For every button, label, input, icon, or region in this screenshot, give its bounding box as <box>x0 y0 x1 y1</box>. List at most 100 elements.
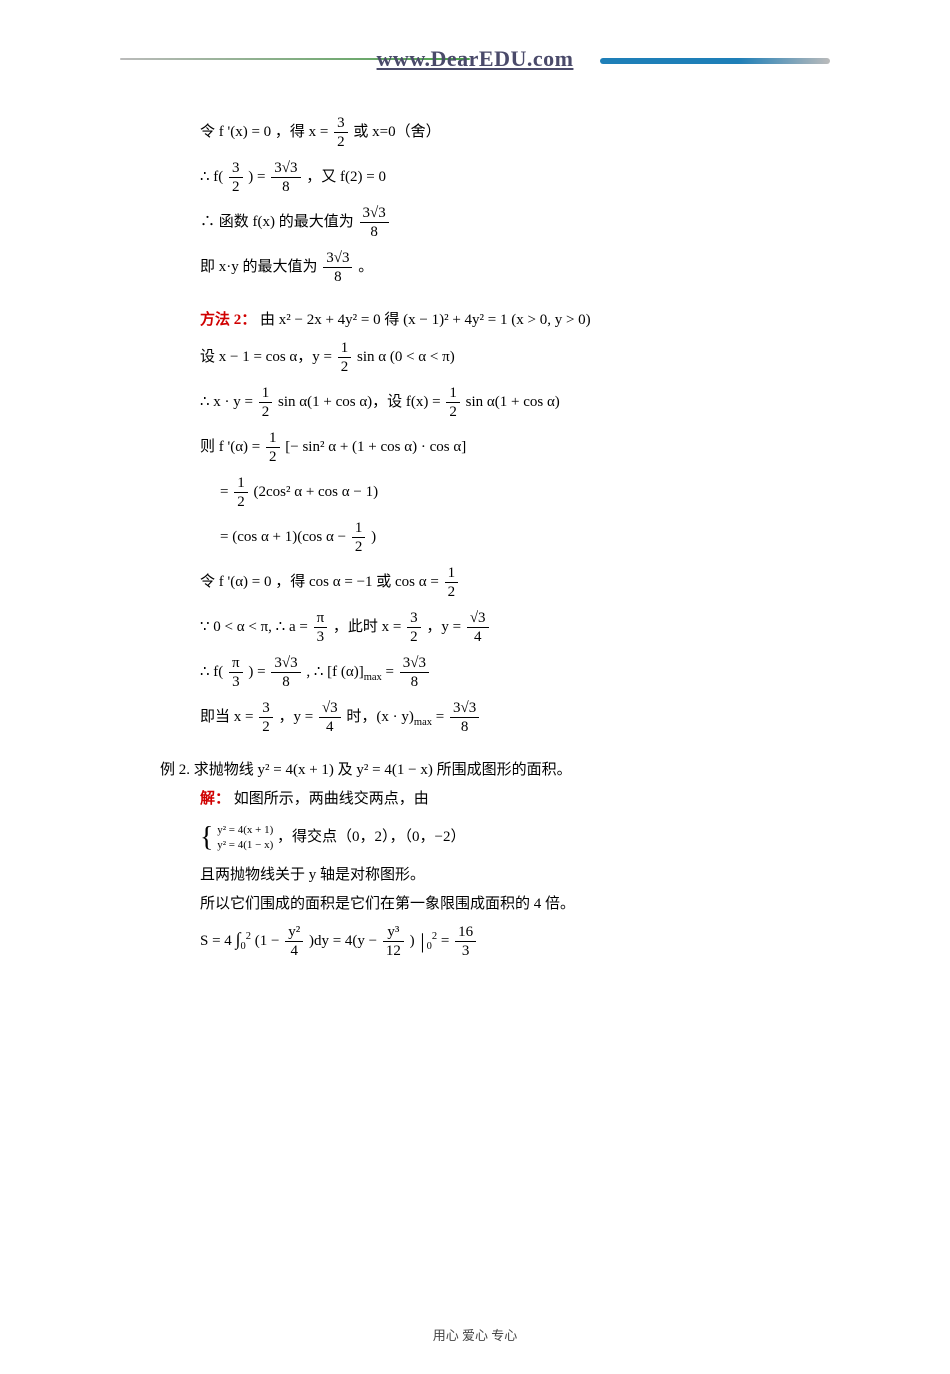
numerator: 3√3 <box>360 204 389 223</box>
text: S = 4 <box>200 933 236 949</box>
text: ∴ 函数 f(x) 的最大值为 <box>200 214 358 230</box>
denominator: 12 <box>383 942 404 960</box>
denominator: 2 <box>445 583 459 601</box>
text: 如图所示，两曲线交两点，由 <box>234 791 429 807</box>
text: ) <box>371 529 376 545</box>
label-red: 解： <box>200 791 230 807</box>
text: = <box>436 709 448 725</box>
denominator: 2 <box>407 628 421 646</box>
denominator: 8 <box>323 268 352 286</box>
denominator: 3 <box>229 673 243 691</box>
text: ，y = <box>426 619 464 635</box>
text: 由 x² − 2x + 4y² = 0 得 (x − 1)² + 4y² = 1… <box>260 312 591 328</box>
text: ，又 f(2) = 0 <box>306 169 386 185</box>
math-line: 则 f '(α) = 1 2 [− sin² α + (1 + cos α) ·… <box>200 429 790 466</box>
denominator: 4 <box>285 942 303 960</box>
numerator: 3√3 <box>271 159 300 178</box>
text: , ∴ [f (α)] <box>306 664 363 680</box>
integral-line: S = 4 ∫02 (1 − y² 4 )dy = 4(y − y³ 12 ) … <box>200 923 790 960</box>
fraction: 1 2 <box>338 339 352 376</box>
denominator: 2 <box>259 403 273 421</box>
fraction: 3 2 <box>259 699 273 736</box>
math-line: 令 f '(α) = 0 ，得 cos α = −1 或 cos α = 1 2 <box>200 564 790 601</box>
fraction: 16 3 <box>455 923 476 960</box>
denominator: 2 <box>338 358 352 376</box>
fraction: 1 2 <box>445 564 459 601</box>
text: = (cos α + 1)(cos α − <box>220 529 350 545</box>
numerator: 3 <box>334 114 348 133</box>
fraction: π 3 <box>314 609 328 646</box>
denominator: 2 <box>446 403 460 421</box>
text: 即 x·y 的最大值为 <box>200 259 321 275</box>
text: 时，(x · y) <box>346 709 414 725</box>
fraction: 1 2 <box>266 429 280 466</box>
fraction: y² 4 <box>285 923 303 960</box>
text: ，得交点（0，2），（0，−2） <box>277 829 465 845</box>
numerator: 16 <box>455 923 476 942</box>
fraction: 1 2 <box>352 519 366 556</box>
equation-system: { y² = 4(x + 1) y² = 4(1 − x) ，得交点（0，2），… <box>200 818 790 857</box>
denominator: 2 <box>352 538 366 556</box>
numerator: 1 <box>234 474 248 493</box>
denominator: 3 <box>455 942 476 960</box>
denominator: 8 <box>360 223 389 241</box>
math-line: 即 x·y 的最大值为 3√3 8 。 <box>200 249 790 286</box>
text: 令 f '(x) = 0 ，得 <box>200 124 309 140</box>
fraction: √3 4 <box>319 699 341 736</box>
text: 且两抛物线关于 y 轴是对称图形。 <box>200 867 425 883</box>
header-site-url: www.DearEDU.com <box>377 46 574 72</box>
math-line: ∵ 0 < α < π, ∴ a = π 3 ，此时 x = 3 2 ，y = … <box>200 609 790 646</box>
eval-upper: 2 <box>432 931 437 942</box>
text: 或 x=0（舍） <box>353 124 440 140</box>
text: ∵ 0 < α < π, ∴ a = <box>200 619 312 635</box>
text: [− sin² α + (1 + cos α) · cos α] <box>285 439 466 455</box>
fraction: 3 2 <box>334 114 348 151</box>
denominator: 8 <box>400 673 429 691</box>
fraction: 3√3 8 <box>360 204 389 241</box>
fraction: √3 4 <box>467 609 489 646</box>
text: 令 f '(α) = 0 ，得 cos α = −1 或 cos α = <box>200 574 443 590</box>
text: = <box>386 664 398 680</box>
text: 即当 x = <box>200 709 257 725</box>
brace-content: y² = 4(x + 1) y² = 4(1 − x) <box>217 823 273 852</box>
eval-bar-icon: | <box>420 927 424 956</box>
fraction: 3√3 8 <box>323 249 352 286</box>
text: x = <box>309 124 332 140</box>
fraction: 3 2 <box>407 609 421 646</box>
numerator: 1 <box>446 384 460 403</box>
subscript-max: max <box>414 717 432 728</box>
numerator: √3 <box>319 699 341 718</box>
text: = <box>441 933 453 949</box>
brace-group: { y² = 4(x + 1) y² = 4(1 − x) <box>200 818 273 857</box>
eval-lower: 0 <box>427 941 432 952</box>
math-line: 令 f '(x) = 0 ，得 x = 3 2 或 x=0（舍） <box>200 114 790 151</box>
numerator: 1 <box>338 339 352 358</box>
page: www.DearEDU.com 令 f '(x) = 0 ，得 x = 3 2 … <box>0 30 950 1374</box>
subscript-max: max <box>364 672 382 683</box>
fraction: 3√3 8 <box>271 159 300 196</box>
left-brace-icon: { <box>200 818 213 857</box>
fraction: 3√3 8 <box>400 654 429 691</box>
fraction: 3√3 8 <box>450 699 479 736</box>
math-line: = 1 2 (2cos² α + cos α − 1) <box>220 474 790 511</box>
math-line: = (cos α + 1)(cos α − 1 2 ) <box>220 519 790 556</box>
denominator: 2 <box>234 493 248 511</box>
numerator: π <box>314 609 328 628</box>
header-decor-right <box>600 58 830 64</box>
label-red: 方法 2： <box>200 312 256 328</box>
text: = <box>220 484 232 500</box>
numerator: 3 <box>259 699 273 718</box>
numerator: 3√3 <box>323 249 352 268</box>
text: sin α(1 + cos α) <box>466 394 560 410</box>
math-line: ∴ x · y = 1 2 sin α(1 + cos α)，设 f(x) = … <box>200 384 790 421</box>
numerator: 3√3 <box>400 654 429 673</box>
fraction: 1 2 <box>446 384 460 421</box>
text: sin α(1 + cos α)，设 f(x) = <box>278 394 444 410</box>
math-line: ∴ 函数 f(x) 的最大值为 3√3 8 <box>200 204 790 241</box>
fraction: π 3 <box>229 654 243 691</box>
sys-eq-2: y² = 4(1 − x) <box>217 839 273 851</box>
int-upper: 2 <box>246 931 251 942</box>
text: ，y = <box>278 709 316 725</box>
math-line: 即当 x = 3 2 ，y = √3 4 时，(x · y)max = 3√3 … <box>200 699 790 736</box>
text: 设 x − 1 = cos α，y = <box>200 349 336 365</box>
